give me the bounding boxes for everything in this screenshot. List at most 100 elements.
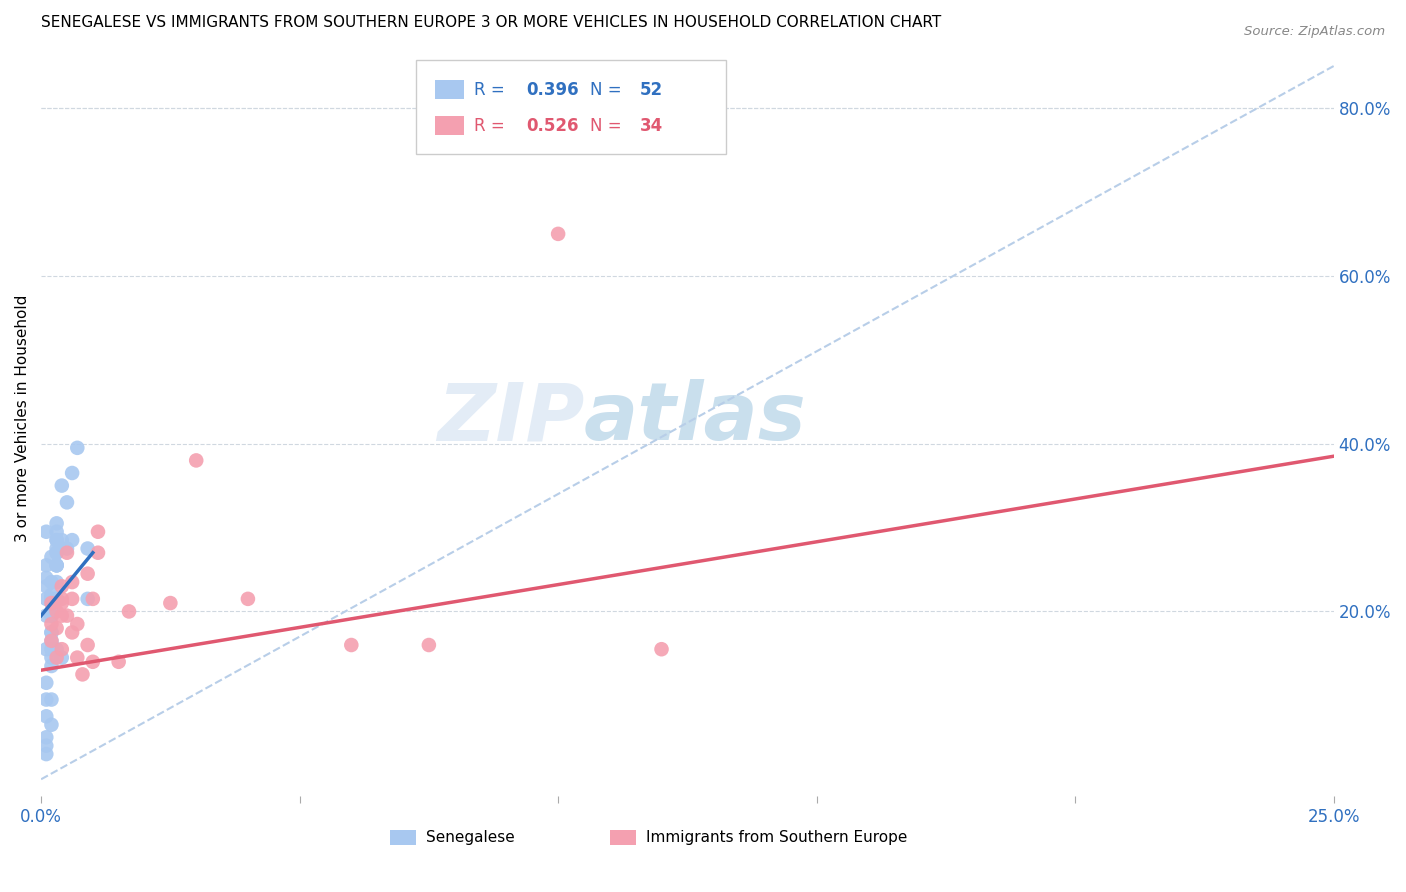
Point: [35, 571, 58, 585]
Point: [41, 575, 63, 590]
Point: [41, 608, 63, 623]
Point: [76, 591, 98, 606]
FancyBboxPatch shape: [389, 830, 416, 845]
Point: [41, 617, 63, 632]
Point: [41, 717, 63, 731]
Point: [45, 575, 67, 590]
Text: R =: R =: [474, 117, 510, 135]
Point: [51, 478, 73, 492]
Point: [51, 642, 73, 657]
Point: [51, 608, 73, 623]
Point: [35, 739, 58, 753]
Point: [41, 625, 63, 640]
Point: [56, 608, 79, 623]
Point: [76, 541, 98, 556]
Text: N =: N =: [591, 117, 627, 135]
Text: Senegalese: Senegalese: [426, 830, 515, 845]
Point: [45, 558, 67, 573]
Point: [87, 546, 110, 560]
Text: atlas: atlas: [583, 379, 807, 458]
Point: [76, 566, 98, 581]
Point: [51, 650, 73, 665]
Point: [76, 638, 98, 652]
Point: [45, 533, 67, 548]
Point: [45, 604, 67, 618]
Point: [41, 633, 63, 648]
Point: [60, 533, 83, 548]
Point: [66, 650, 89, 665]
Point: [45, 558, 67, 573]
Point: [35, 747, 58, 761]
Point: [236, 591, 259, 606]
Point: [41, 692, 63, 706]
Point: [41, 591, 63, 606]
Point: [159, 596, 181, 610]
Point: [60, 591, 83, 606]
Point: [41, 604, 63, 618]
Point: [41, 633, 63, 648]
FancyBboxPatch shape: [610, 830, 636, 845]
Point: [51, 579, 73, 593]
Point: [41, 549, 63, 564]
Point: [418, 638, 440, 652]
Point: [45, 541, 67, 556]
Text: Immigrants from Southern Europe: Immigrants from Southern Europe: [645, 830, 907, 845]
Point: [72, 667, 94, 681]
Point: [51, 591, 73, 606]
Point: [51, 596, 73, 610]
Point: [35, 558, 58, 573]
Point: [35, 524, 58, 539]
Point: [41, 608, 63, 623]
Text: Source: ZipAtlas.com: Source: ZipAtlas.com: [1244, 25, 1385, 38]
Point: [56, 546, 79, 560]
Point: [82, 591, 104, 606]
Point: [82, 655, 104, 669]
Point: [60, 625, 83, 640]
Point: [35, 692, 58, 706]
Text: 0.396: 0.396: [526, 80, 578, 99]
Point: [547, 227, 569, 241]
Point: [41, 591, 63, 606]
Point: [45, 533, 67, 548]
Point: [35, 642, 58, 657]
Point: [66, 441, 89, 455]
Text: R =: R =: [474, 80, 510, 99]
Point: [186, 453, 208, 467]
Text: 52: 52: [640, 80, 662, 99]
Point: [41, 625, 63, 640]
Point: [651, 642, 673, 657]
Point: [87, 524, 110, 539]
Point: [60, 466, 83, 480]
Point: [51, 533, 73, 548]
Text: 34: 34: [640, 117, 662, 135]
Point: [35, 731, 58, 745]
Point: [107, 655, 129, 669]
Point: [66, 617, 89, 632]
Point: [118, 604, 141, 618]
Point: [35, 675, 58, 690]
Point: [35, 608, 58, 623]
Point: [35, 591, 58, 606]
Point: [45, 524, 67, 539]
Point: [41, 659, 63, 673]
Point: [340, 638, 363, 652]
Point: [60, 575, 83, 590]
Point: [45, 621, 67, 635]
Point: [56, 541, 79, 556]
Text: 0.526: 0.526: [526, 117, 578, 135]
Point: [35, 579, 58, 593]
Point: [45, 558, 67, 573]
Point: [45, 546, 67, 560]
Text: N =: N =: [591, 80, 627, 99]
Point: [45, 591, 67, 606]
FancyBboxPatch shape: [416, 60, 725, 154]
Point: [41, 650, 63, 665]
Point: [35, 709, 58, 723]
Point: [45, 642, 67, 657]
Point: [41, 596, 63, 610]
Text: ZIP: ZIP: [437, 379, 583, 458]
Point: [45, 650, 67, 665]
Point: [41, 642, 63, 657]
Point: [45, 546, 67, 560]
Point: [56, 495, 79, 509]
